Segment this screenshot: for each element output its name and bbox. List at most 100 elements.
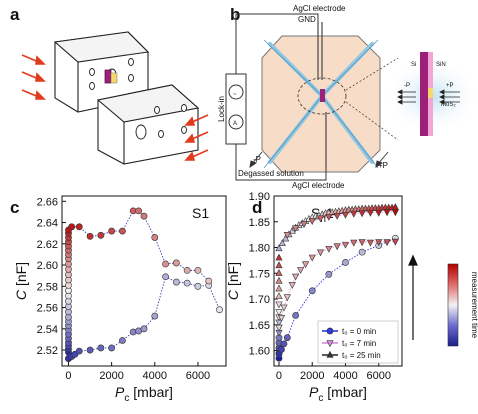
data-point <box>301 261 310 269</box>
y-tick-label: 1.85 <box>249 217 270 229</box>
data-point <box>300 221 308 229</box>
time-arrow <box>408 254 418 340</box>
x-tick-label: 2000 <box>99 370 123 382</box>
plot-frame <box>273 195 403 367</box>
data-point <box>278 346 285 353</box>
panel-c-label: c <box>10 198 19 217</box>
plus-p-label: +P <box>378 161 388 170</box>
lockin-label: Lock-in <box>217 96 226 122</box>
data-point-column <box>275 276 283 284</box>
legend-swatch-marker <box>326 327 334 335</box>
data-point <box>375 239 383 247</box>
data-point <box>140 325 148 333</box>
data-point <box>151 312 159 320</box>
legend-entry: t₀ = 0 min <box>342 327 376 336</box>
data-point <box>275 244 283 252</box>
data-point <box>366 209 375 217</box>
data-point <box>75 223 83 231</box>
data-point <box>283 232 291 239</box>
chip-octagon <box>261 35 381 173</box>
x-axis-label-sub: c <box>124 393 129 404</box>
data-point <box>292 312 300 319</box>
data-point-column <box>275 253 283 261</box>
y-tick-label: 2.60 <box>37 260 58 272</box>
data-point <box>172 259 180 267</box>
flow-cell-right-block <box>96 84 200 165</box>
legend-swatch-marker <box>326 340 334 348</box>
electrode-bottom-label: AgCl electrode <box>292 181 345 190</box>
panel-a-label: a <box>10 5 20 24</box>
x-axis-label-main: P <box>309 384 319 400</box>
data-point <box>358 248 366 256</box>
electrode-top-label: AgCl electrode <box>293 4 346 13</box>
x-tick-label: 2000 <box>300 370 324 382</box>
data-point <box>280 304 288 312</box>
data-point <box>86 346 94 354</box>
legend-entry: t₀ = 25 min <box>342 351 381 360</box>
ammeter-symbol: A <box>233 121 237 127</box>
data-point <box>288 282 296 289</box>
y-tick-label: 1.90 <box>249 191 270 203</box>
data-point-column <box>275 269 283 276</box>
data-point-column <box>275 292 283 300</box>
x-tick-label: 0 <box>65 370 71 382</box>
data-point <box>342 259 349 266</box>
flow-cell-left-holes <box>89 58 134 90</box>
data-point <box>183 279 191 287</box>
data-point <box>172 278 180 286</box>
panel-a: a <box>10 5 209 165</box>
y-tick-label: 1.80 <box>249 243 270 255</box>
data-point <box>358 239 366 247</box>
data-point <box>280 340 288 348</box>
series-line <box>71 210 210 282</box>
data-point <box>194 282 202 290</box>
data-point <box>277 314 286 322</box>
data-point <box>119 227 126 235</box>
y-axis-label-unit: [nF] <box>13 262 29 290</box>
data-point <box>75 347 83 355</box>
y-axis-label-unit: [nF] <box>225 262 241 290</box>
y-axis-label-main: C <box>13 289 29 300</box>
flow-cell-right-holes <box>135 104 187 140</box>
inset-mos2-label: MoS₂ <box>441 102 456 108</box>
inset-sin-label: SiN <box>436 62 446 68</box>
data-point <box>292 273 300 281</box>
legend-swatch-marker <box>326 350 334 358</box>
inset-minus-p-label: -P <box>404 83 410 89</box>
data-point <box>119 337 126 344</box>
data-point <box>341 211 350 219</box>
inset-plus-p-label: +P <box>446 83 454 89</box>
data-point <box>97 344 105 352</box>
x-axis-label: Pc [mbar] <box>115 384 173 404</box>
data-point <box>216 306 223 314</box>
data-point <box>140 212 148 220</box>
chart-c: 0 2000 4000 6000 2.52 2.54 2.56 2.58 2.60 2.62 2.6… <box>13 195 227 404</box>
panel-c: c S1 0 2000 4000 6000 2.52 2.54 2.56 2.58 2.60 2.… <box>10 195 227 404</box>
data-point <box>383 239 391 247</box>
data-point-column <box>275 309 283 317</box>
data-point <box>205 277 213 285</box>
legend-entry: t₀ = 7 min <box>342 339 376 348</box>
data-point <box>97 231 105 239</box>
pressure-arrows <box>249 151 389 168</box>
colorbar: measurement time <box>447 263 478 347</box>
channel-outline <box>263 39 379 169</box>
data-point <box>275 324 283 332</box>
data-point <box>341 241 350 249</box>
colorbar-gradient <box>447 263 459 347</box>
x-tick-label: 4000 <box>333 370 357 382</box>
degassed-label: Degassed solution <box>238 169 304 178</box>
y-axis-label: C [nF] <box>13 262 29 300</box>
x-tick-label: 4000 <box>143 370 167 382</box>
data-point <box>333 243 341 251</box>
x-tick-label: 6000 <box>186 370 210 382</box>
x-axis-label-main: P <box>115 384 125 400</box>
chart-d: 0 2000 4000 6000 1.60 1.65 1.70 1.75 1.80 1.85 1.9… <box>225 191 403 404</box>
colorbar-label: measurement time <box>470 272 478 339</box>
data-point <box>194 266 202 274</box>
y-tick-label: 2.62 <box>37 239 58 251</box>
data-point <box>108 344 116 352</box>
legend: t₀ = 0 min t₀ = 7 min t₀ = 25 min <box>317 320 399 364</box>
data-point <box>375 209 383 217</box>
